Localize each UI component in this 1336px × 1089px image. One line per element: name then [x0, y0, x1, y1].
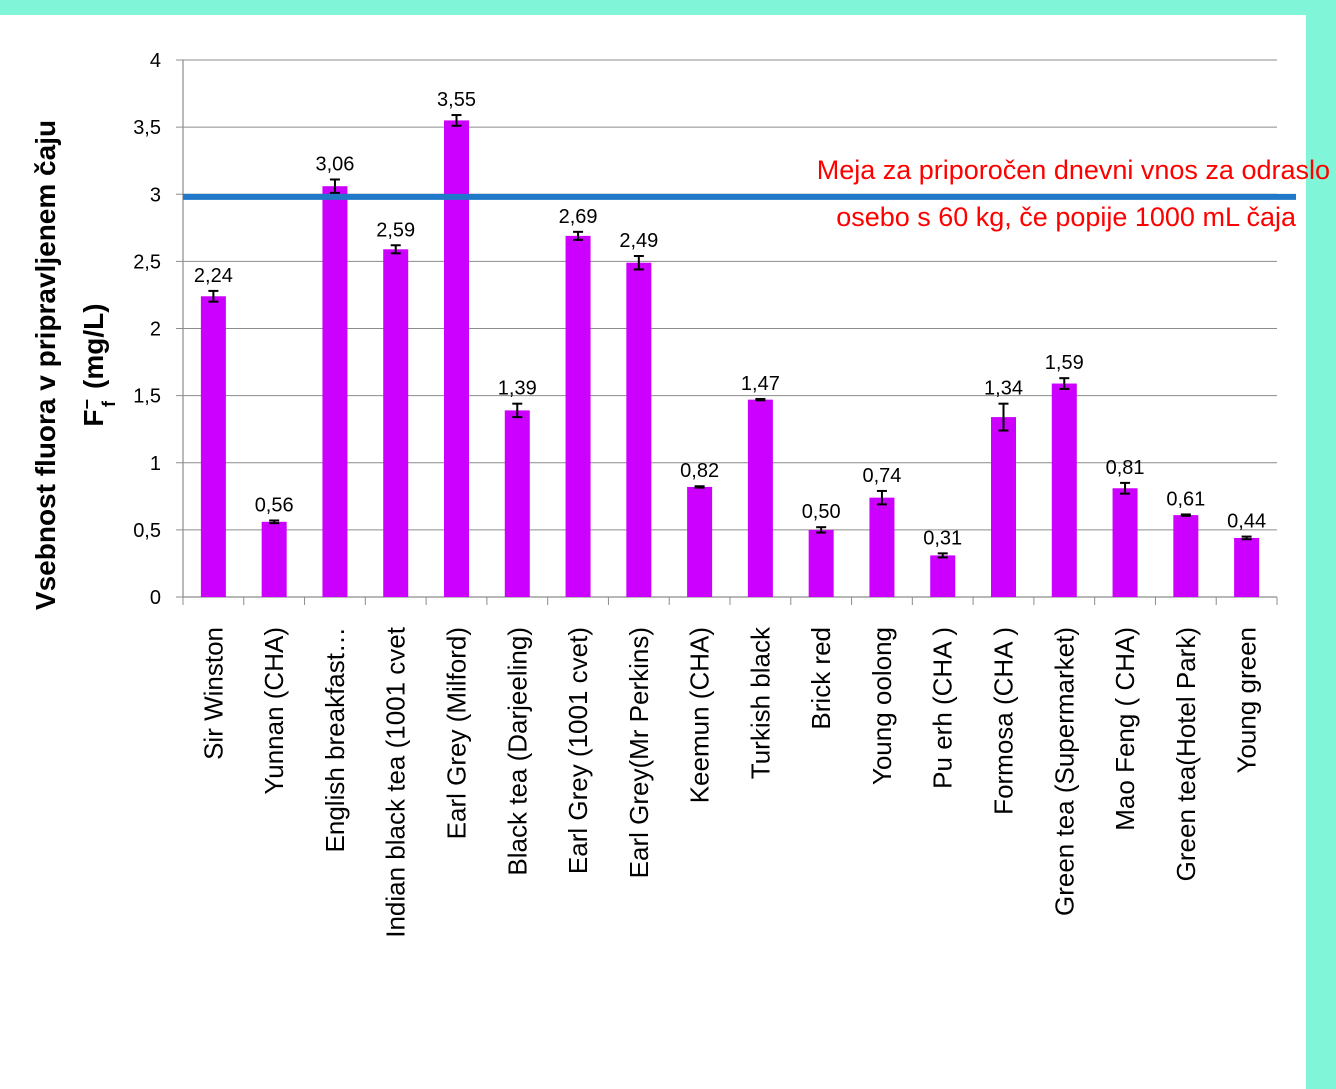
category-label: Yunnan (CHA) [259, 627, 289, 795]
data-label: 2,49 [619, 230, 658, 252]
bar [930, 555, 956, 597]
y-axis-title: Vsebnost fluora v pripravljenem čaju [30, 120, 61, 610]
y-tick-label: 3 [150, 184, 161, 206]
category-label: Young green [1232, 627, 1262, 774]
bar [322, 186, 348, 597]
category-label: Green tea(Hotel Park) [1171, 627, 1201, 881]
category-label: Keemun (CHA) [685, 627, 715, 803]
bar [869, 497, 895, 597]
category-label: Earl Grey(Mr Perkins) [624, 627, 654, 878]
limit-line-group: Meja za priporočen dnevni vnos za odrasl… [183, 155, 1330, 232]
bar [747, 399, 773, 597]
category-label: Young oolong [867, 627, 897, 785]
category-label: Earl Grey (Milford) [442, 627, 472, 839]
y-tick-label: 1 [150, 453, 161, 475]
y-tick-label: 0 [150, 587, 161, 609]
category-label: English breakfast… [320, 627, 350, 852]
data-label: 2,59 [376, 219, 415, 241]
category-label: Mao Feng ( CHA) [1110, 627, 1140, 831]
data-label: 3,06 [315, 153, 354, 175]
y-tick-label: 2 [150, 319, 161, 341]
y-axis-unit-superscript: − [77, 399, 97, 410]
category-label: Formosa (CHA ) [989, 627, 1019, 815]
data-label: 1,59 [1045, 352, 1084, 374]
limit-line-annotation-line2: osebo s 60 kg, če popije 1000 mL čaja [836, 202, 1297, 232]
y-axis-unit: F− f (mg/L) [77, 303, 119, 426]
bar [1051, 383, 1077, 597]
axes [176, 59, 1278, 605]
y-axis-unit-symbol: F [78, 409, 109, 426]
bar [1234, 537, 1260, 597]
data-label: 0,74 [862, 465, 901, 487]
bar [200, 296, 226, 597]
bar [1112, 488, 1138, 597]
category-label: Turkish black [745, 626, 775, 779]
bar [991, 417, 1016, 597]
category-label: Pu erh (CHA ) [928, 627, 958, 789]
data-label: 1,39 [498, 378, 537, 400]
y-tick-label: 3,5 [133, 117, 161, 139]
bar [687, 486, 713, 597]
y-tick-label: 4 [150, 50, 161, 72]
y-tick-label: 0,5 [133, 520, 161, 542]
data-label: 1,34 [984, 378, 1023, 400]
data-label: 0,44 [1227, 511, 1266, 533]
y-axis-unit-subscript: f [99, 400, 119, 407]
category-label: Indian black tea (1001 cvet [381, 626, 411, 938]
bar [383, 249, 409, 598]
bar [626, 262, 652, 597]
data-label: 0,50 [802, 501, 841, 523]
bar [444, 120, 469, 597]
category-label: Green tea (Supermarket) [1049, 627, 1079, 916]
data-label: 2,24 [194, 265, 233, 287]
limit-line-annotation-line1: Meja za priporočen dnevni vnos za odrasl… [817, 155, 1330, 185]
bar [261, 521, 287, 597]
bar [1173, 515, 1199, 597]
category-label: Sir Winston [198, 627, 228, 760]
data-label: 1,47 [741, 373, 780, 395]
category-label: Brick red [806, 627, 836, 730]
bars [200, 114, 1260, 598]
y-axis-unit-text: (mg/L) [78, 303, 109, 389]
data-label: 0,31 [923, 527, 962, 549]
y-tick-label: 2,5 [133, 251, 161, 273]
bar [808, 529, 834, 597]
category-label: Earl Grey (1001 cvet) [563, 627, 593, 874]
data-label: 0,56 [255, 494, 294, 516]
data-label: 0,82 [680, 460, 719, 482]
bar [504, 410, 530, 597]
data-label: 0,81 [1106, 457, 1145, 479]
data-label: 3,55 [437, 89, 476, 111]
data-label: 0,61 [1166, 488, 1205, 510]
data-label: 2,69 [559, 206, 598, 228]
category-label: Black tea (Darjeeling) [502, 627, 532, 876]
labels: 0 0,5 1 1,5 2 2,5 3 3,5 4 2,24 Sir Winston 0,56 Yunn… [133, 50, 1266, 938]
y-tick-label: 1,5 [133, 386, 161, 408]
bar [565, 235, 591, 597]
